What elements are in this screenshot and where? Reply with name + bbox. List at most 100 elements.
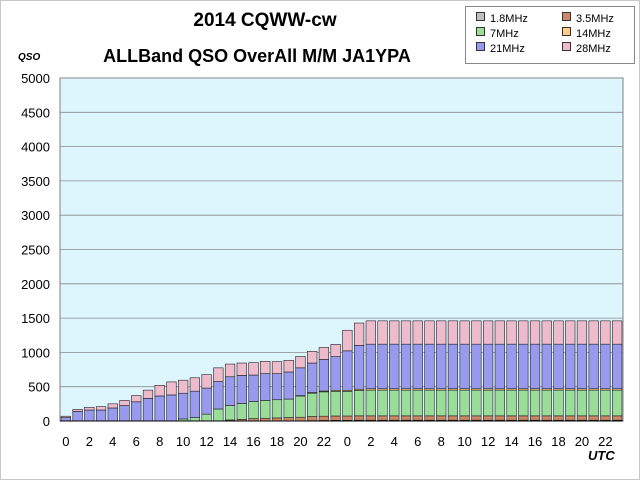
bar-segment [494,343,505,390]
y-tick-label: 500 [28,380,50,395]
bar-segment [201,387,212,415]
legend-item-7mhz: 7MHz [476,27,519,40]
bar-segment [447,389,459,417]
bar-segment [600,320,611,345]
y-tick-label: 1000 [21,345,50,360]
legend-swatch [476,12,485,21]
legend-item-1-8mhz: 1.8MHz [476,12,528,25]
bar-segment [107,403,118,409]
bar-segment [189,390,200,418]
legend-label: 28MHz [576,43,611,55]
bar-segment [412,320,423,345]
bar-segment [576,415,588,421]
bar-segment [95,406,107,411]
bar-segment [119,405,130,422]
bar-segment [565,320,576,345]
bar-segment [154,395,165,422]
y-tick-label: 3500 [21,174,50,189]
bar-segment [178,392,189,420]
bar-segment [330,356,341,391]
bar-segment [283,417,294,422]
bar-segment [400,389,412,417]
bar-segment [342,350,353,391]
x-tick-label: 14 [504,434,518,449]
chart-subtitle: ALLBand QSO OverAll M/M JA1YPA [103,46,411,66]
y-axis-label: QSO [18,52,41,63]
bar-segment [459,389,470,417]
bar-segment [307,416,318,421]
bar-segment [236,375,247,404]
x-tick-label: 0 [62,434,69,449]
bar-segment [612,389,623,417]
y-tick-label: 2000 [21,277,50,292]
x-tick-label: 2 [367,434,374,449]
bar-segment [330,415,341,421]
bar-segment [271,361,283,374]
bar-segment [353,415,365,421]
bar-segment [483,389,494,417]
bar-segment [201,413,212,422]
bar-segment [353,322,365,346]
bar-segment [271,373,283,401]
bar-segment [565,343,576,390]
bar-segment [365,415,376,421]
bar-segment [295,395,306,418]
bar-segment [518,320,529,345]
bar-segment [541,320,552,345]
legend-label: 3.5MHz [576,13,614,25]
legend-item-28mhz: 28MHz [562,42,611,55]
bar-segment [529,389,541,417]
legend-swatch [562,27,571,36]
bar-segment [588,389,599,417]
bar-segment [295,367,306,396]
bar-segment [236,403,247,420]
x-tick-label: 2 [86,434,93,449]
bar-segment [600,389,611,417]
bar-segment [248,374,259,402]
bar-segment [506,415,517,421]
bar-segment [588,415,599,421]
bar-segment [377,389,388,417]
bar-segment [447,320,459,345]
bar-segment [154,385,165,397]
bar-segment [529,343,541,390]
bar-segment [189,377,200,392]
bar-segment [483,343,494,390]
bar-segment [307,351,318,364]
bar-segment [553,389,564,417]
legend-item-21mhz: 21MHz [476,42,525,55]
bar-segment [248,401,259,419]
bar-segment [412,389,423,417]
bar-segment [494,320,505,345]
bar-segment [612,320,623,345]
bar-segment [471,343,482,390]
bar-segment [377,343,388,390]
bar-segment [436,320,447,345]
bar-segment [424,389,435,417]
x-tick-label: 20 [575,434,589,449]
bar-segment [283,371,294,400]
bar-segment [107,407,118,422]
bar-segment [612,343,623,390]
bar-segment [541,343,552,390]
x-tick-label: 18 [551,434,565,449]
x-tick-label: 8 [156,434,163,449]
bar-segment [612,415,623,421]
bar-segment [436,389,447,417]
bar-segment [260,400,271,419]
bar-segment [318,359,330,392]
bar-segment [412,415,423,421]
legend-label: 14MHz [576,28,611,40]
bar-segment [541,389,552,417]
bar-segment [400,320,412,345]
bar-segment [518,389,529,417]
bar-segment [307,392,318,417]
bar-segment [365,320,376,345]
bar-segment [459,320,470,345]
bar-segment [483,320,494,345]
bar-segment [342,329,353,352]
y-tick-label: 5000 [21,71,50,86]
bar-segment [600,415,611,421]
bar-segment [365,343,376,390]
bar-segment [389,343,400,390]
